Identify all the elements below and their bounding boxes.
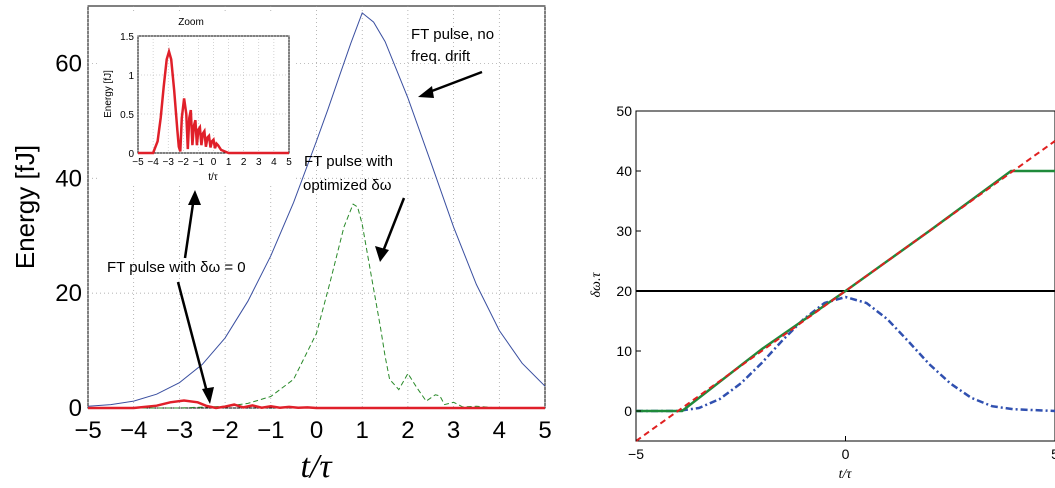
right-series-group xyxy=(635,140,1055,442)
right-x-tick: −5 xyxy=(628,446,644,462)
inset-y-tick: 1.5 xyxy=(120,32,134,43)
right-y-axis-label: δω.τ xyxy=(589,272,604,298)
arrow-zero-up-shaft xyxy=(183,196,196,259)
annotation-ft-line-1: FT pulse, no xyxy=(411,26,494,43)
left-y-tick: 40 xyxy=(55,165,82,192)
arrow-ft-head xyxy=(418,86,434,98)
left-x-tick: 0 xyxy=(310,417,323,444)
inset-y-tick-labels: 0 0.5 1 1.5 xyxy=(120,32,134,160)
arrow-opt-shaft xyxy=(380,197,406,255)
annotation-ft-no-drift: FT pulse, no freq. drift xyxy=(411,26,494,98)
inset-x-tick: −1 xyxy=(193,157,205,168)
arrow-ft-shaft xyxy=(423,70,483,96)
left-x-tick: 2 xyxy=(401,417,414,444)
left-y-axis-label: Energy [fJ] xyxy=(10,145,40,269)
right-frequency-chart: −5 0 5 0 10 20 30 40 50 t/τ δω.τ xyxy=(589,103,1055,482)
inset-x-tick: 2 xyxy=(241,157,247,168)
right-y-tick-labels: 0 10 20 30 40 50 xyxy=(616,103,641,419)
arrow-zero-down-head xyxy=(202,387,214,404)
left-series-group xyxy=(87,12,546,410)
left-y-tick: 0 xyxy=(69,395,82,422)
left-series-ft_zero_drift xyxy=(88,399,545,410)
inset-x-tick-labels: −5 −4 −3 −2 −1 0 1 2 3 4 5 xyxy=(132,157,292,168)
annotation-opt-line-1: FT pulse with xyxy=(304,153,393,170)
annotation-zero-line-1: FT pulse with δω = 0 xyxy=(107,259,246,276)
arrow-opt-head xyxy=(375,246,389,262)
inset-x-tick: 1 xyxy=(226,157,232,168)
left-series-ft_optimized xyxy=(133,203,545,409)
right-y-tick: 10 xyxy=(616,343,632,359)
inset-x-axis-label: t/τ xyxy=(208,172,218,183)
inset-x-tick: 5 xyxy=(286,157,292,168)
inset-gridlines xyxy=(137,35,290,154)
left-series-ft_no_drift xyxy=(87,12,546,407)
inset-x-tick: 0 xyxy=(211,157,217,168)
right-series-blue_dashdot xyxy=(636,295,1055,413)
inset-series-zoom_red xyxy=(138,47,289,155)
right-x-axis-label: t/τ xyxy=(839,467,853,482)
inset-x-tick: −2 xyxy=(178,157,190,168)
inset-y-tick: 1 xyxy=(128,71,134,82)
inset-x-tick: 4 xyxy=(271,157,277,168)
left-x-tick: 5 xyxy=(538,417,551,444)
right-x-tick: 0 xyxy=(842,446,850,462)
right-plot-area xyxy=(635,110,1055,442)
arrow-zero-up-head xyxy=(188,190,201,205)
arrow-zero-down-shaft xyxy=(176,281,210,397)
left-x-tick: −4 xyxy=(120,417,147,444)
right-y-tick: 40 xyxy=(616,163,632,179)
left-y-tick: 20 xyxy=(55,280,82,307)
inset-x-tick: −3 xyxy=(162,157,174,168)
right-x-tick-labels: −5 0 5 xyxy=(628,436,1055,462)
left-x-tick: −2 xyxy=(211,417,238,444)
inset-y-tick: 0 xyxy=(128,149,134,160)
right-y-tick: 50 xyxy=(616,103,632,119)
left-x-tick: −3 xyxy=(166,417,193,444)
annotation-opt-line-2: optimized δω xyxy=(303,177,392,194)
right-series-red_dashed xyxy=(635,140,1055,442)
inset-x-tick: −4 xyxy=(147,157,159,168)
left-x-tick: −1 xyxy=(257,417,284,444)
left-x-tick-labels: −5 −4 −3 −2 −1 0 1 2 3 4 5 xyxy=(74,417,551,444)
left-x-tick: 4 xyxy=(493,417,506,444)
left-y-tick-labels: 0 20 40 60 xyxy=(55,50,82,422)
inset-series-group xyxy=(138,47,289,155)
inset-x-tick: 3 xyxy=(256,157,262,168)
inset-title: Zoom xyxy=(178,17,204,28)
annotation-ft-optimized: FT pulse with optimized δω xyxy=(303,153,406,262)
annotation-ft-zero: FT pulse with δω = 0 xyxy=(107,190,246,404)
left-y-tick: 60 xyxy=(55,50,82,77)
left-x-tick: 3 xyxy=(447,417,460,444)
inset-y-axis-label: Energy [fJ] xyxy=(103,70,114,118)
right-y-tick: 30 xyxy=(616,223,632,239)
annotation-ft-line-2: freq. drift xyxy=(411,48,471,65)
inset-y-tick: 0.5 xyxy=(120,110,134,121)
right-y-tick: 20 xyxy=(616,283,632,299)
inset-x-tick: −5 xyxy=(132,157,144,168)
left-x-axis-label: t/τ xyxy=(300,448,333,485)
right-y-tick: 0 xyxy=(624,403,632,419)
left-x-tick: 1 xyxy=(356,417,369,444)
left-x-tick: −5 xyxy=(74,417,101,444)
right-series-green_piecewise xyxy=(636,169,1055,413)
inset-zoom-chart: Zoom −5 −4 −3 −2 −1 0 1 2 3 4 5 00.511.5 t/τ Energ… xyxy=(100,14,294,186)
right-x-tick: 5 xyxy=(1051,446,1055,462)
